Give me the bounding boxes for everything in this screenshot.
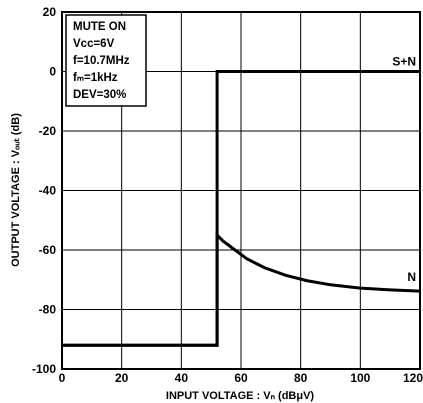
condition-mute: MUTE ON (73, 21, 126, 33)
x-axis-label: INPUT VOLTAGE : Vₙ (dBμV) (166, 390, 315, 402)
x-tick-label: 60 (234, 371, 248, 385)
y-tick-label: 20 (43, 5, 57, 19)
x-tick-label: 80 (294, 371, 308, 385)
series-label-0: S+N (392, 55, 416, 69)
x-tick-label: 20 (115, 371, 129, 385)
y-tick-label: -20 (39, 124, 57, 138)
condition-vcc: Vcc=6V (73, 38, 115, 50)
condition-mod-freq: fₘ=1kHz (73, 72, 118, 84)
condition-dev: DEV=30% (73, 89, 126, 101)
y-tick-label: 0 (49, 65, 56, 79)
condition-freq: f=10.7MHz (73, 55, 130, 67)
conditions-box: MUTE ON Vcc=6V f=10.7MHz fₘ=1kHz DEV=30% (66, 15, 146, 106)
x-tick-label: 0 (59, 371, 66, 385)
y-tick-label: -40 (39, 184, 57, 198)
y-axis-label: OUTPUT VOLTAGE : Vₒᵤₜ (dB) (10, 113, 22, 267)
y-tick-label: -80 (39, 303, 57, 317)
y-tick-label: -60 (39, 243, 57, 257)
series-label-1: N (407, 270, 416, 284)
x-tick-label: 120 (403, 371, 423, 385)
x-tick-label: 40 (175, 371, 189, 385)
y-tick-label: -100 (32, 362, 56, 376)
x-tick-label: 100 (350, 371, 370, 385)
